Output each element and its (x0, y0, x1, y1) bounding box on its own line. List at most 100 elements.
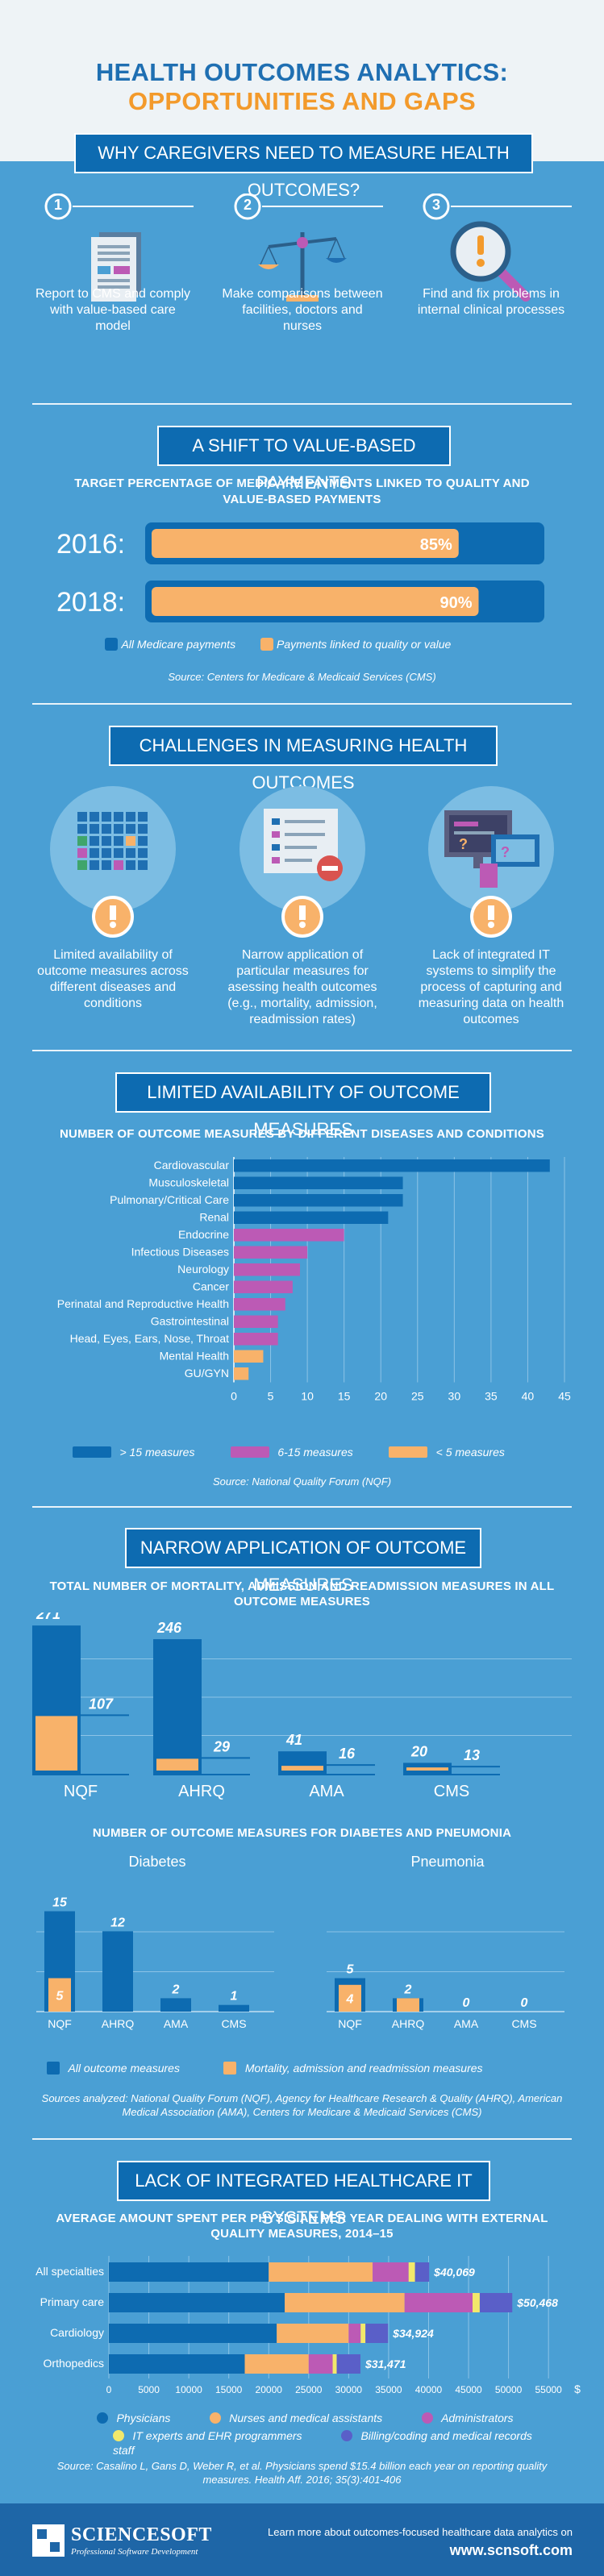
measures-legend: > 15 measures 6-15 measures < 5 measures (73, 1445, 556, 1461)
bar-segment (365, 2324, 389, 2343)
category-label: AHRQ (178, 1783, 225, 1800)
divider (32, 1506, 572, 1508)
value-label: 15 (52, 1896, 68, 1910)
svg-text:?: ? (501, 844, 510, 860)
total-label: $34,924 (392, 2327, 434, 2340)
step-number: 1 (53, 197, 62, 213)
bar-segment (404, 2293, 473, 2312)
list-icon (240, 786, 365, 938)
challenge-text: Limited availability of outcome measures… (37, 948, 189, 1010)
value-label: 20 (410, 1743, 427, 1759)
grid-cell (126, 848, 135, 858)
value-label: 5 (56, 1989, 65, 2003)
x-tick-label: 0 (231, 1390, 237, 1403)
chart-title: NUMBER OF OUTCOME MEASURES BY DIFFERENT … (60, 1127, 544, 1141)
legend-swatch (223, 2061, 237, 2075)
category-label: CMS (511, 2017, 536, 2030)
scales-icon (258, 232, 347, 302)
bar-segment (408, 2262, 415, 2282)
bar-linked-payments (152, 529, 459, 558)
section6-banner: LACK OF INTEGRATED HEALTHCARE IT SYSTEMS (117, 2161, 490, 2228)
source-note: Source: Casalino L, Gans D, Weber R, et … (56, 2460, 548, 2486)
bar (234, 1280, 293, 1293)
bar (234, 1333, 278, 1346)
category-label: AHRQ (392, 2017, 425, 2030)
value-label: 0 (521, 1996, 528, 2010)
legend-label: > 15 measures (119, 1445, 195, 1459)
bar-value-label: 90% (439, 594, 472, 612)
bar-all-outcome (219, 2004, 249, 2012)
grid-cell (138, 836, 148, 846)
grid-cell (114, 848, 123, 858)
legend-swatch (389, 1446, 428, 1458)
footer-link[interactable]: www.scnsoft.com (449, 2542, 573, 2558)
value-label: 13 (464, 1747, 480, 1763)
category-label: Cardiology (50, 2326, 104, 2339)
footer-text: Learn more about outcomes-focused health… (268, 2526, 573, 2538)
category-label: Primary care (40, 2295, 105, 2308)
bar-segment (277, 2324, 349, 2343)
page-title: HEALTH OUTCOMES ANALYTICS: OPPORTUNITIES… (95, 58, 509, 115)
bar-all-outcome (160, 1998, 191, 2012)
chart-title: NUMBER OF OUTCOME MEASURES FOR DIABETES … (92, 1826, 512, 1840)
category-label: AMA (164, 2017, 189, 2030)
challenge-3: ? ? Lack of integrated IT systems to sim… (410, 786, 572, 1044)
x-tick-label: 20000 (256, 2384, 283, 2395)
svg-text:?: ? (459, 836, 468, 852)
grid-cell (138, 812, 148, 822)
section1-item-1: 1 Report to CMS and comply with value-ba… (32, 194, 194, 387)
bar-segment (109, 2262, 269, 2282)
bar (234, 1263, 300, 1276)
grid-cell (90, 848, 99, 858)
diabetes-pneumonia-chart: Diabetes 15 5 NQF 12 AHRQ 2 AMA 1 CMS Pneumonia 5 4 N… (32, 1850, 572, 2052)
step-number: 3 (431, 197, 440, 213)
bar-mar-measures (156, 1758, 198, 1771)
category-label: NQF (338, 2017, 362, 2030)
bar-segment (360, 2324, 366, 2343)
bar (234, 1246, 308, 1259)
x-tick-label: 35 (485, 1390, 498, 1403)
bar-segment (109, 2324, 277, 2343)
section5-banner: NARROW APPLICATION OF OUTCOME MEASURES (125, 1528, 481, 1595)
section1-item-text: Report to CMS and comply with value-base… (35, 287, 191, 333)
diabetes-pneumonia-svg: Diabetes 15 5 NQF 12 AHRQ 2 AMA 1 CMS Pneumonia 5 4 N… (36, 1854, 564, 2030)
section1-item-text: Find and fix problems in internal clinic… (417, 287, 565, 317)
x-unit-label: $ (574, 2382, 581, 2395)
footer: SCIENCESOFT Professional Software Develo… (0, 2503, 604, 2576)
monitor-icon: ? ? (428, 786, 554, 938)
x-tick-label: 10 (301, 1390, 314, 1403)
spend-legend: Physicians Nurses and medical assistants… (97, 2411, 548, 2457)
source-note: Source: Centers for Medicare & Medicaid … (168, 671, 436, 683)
category-label: Infectious Diseases (131, 1246, 229, 1259)
legend-label: IT experts and EHR programmers (132, 2428, 302, 2442)
document-icon (91, 232, 141, 302)
x-tick-label: 30000 (335, 2384, 363, 2395)
bar-segment (285, 2293, 405, 2312)
category-label: Cancer (193, 1280, 229, 1293)
bar-all-outcome (102, 1931, 133, 2012)
category-label: Endocrine (178, 1228, 229, 1241)
divider (32, 2138, 572, 2140)
value-label: 2 (404, 1983, 412, 1996)
bar-segment (109, 2354, 245, 2374)
logo-name: SCIENCESOFT (71, 2524, 212, 2545)
panel-title: Diabetes (128, 1854, 185, 1870)
category-label: Head, Eyes, Ears, Nose, Throat (70, 1332, 229, 1345)
legend-label: Nurses and medical assistants (229, 2411, 383, 2424)
value-label: 1 (231, 1990, 238, 2004)
category-label: Pulmonary/Critical Care (110, 1193, 229, 1206)
x-tick-label: 0 (106, 2384, 112, 2395)
logo-tagline: Professional Software Development (71, 2547, 198, 2557)
grid-cell (102, 836, 111, 846)
bar-segment (348, 2324, 361, 2343)
legend-swatch (260, 637, 273, 651)
source-note: Sources analyzed: National Quality Forum… (41, 2092, 563, 2118)
grid-cell (102, 824, 111, 834)
x-tick-label: 25000 (295, 2384, 323, 2395)
legend-label: Mortality, admission and readmission mea… (244, 2061, 483, 2075)
category-label: GU/GYN (185, 1367, 229, 1380)
grid-cell (126, 860, 135, 870)
total-label: $31,471 (364, 2358, 406, 2370)
bar (234, 1211, 389, 1224)
